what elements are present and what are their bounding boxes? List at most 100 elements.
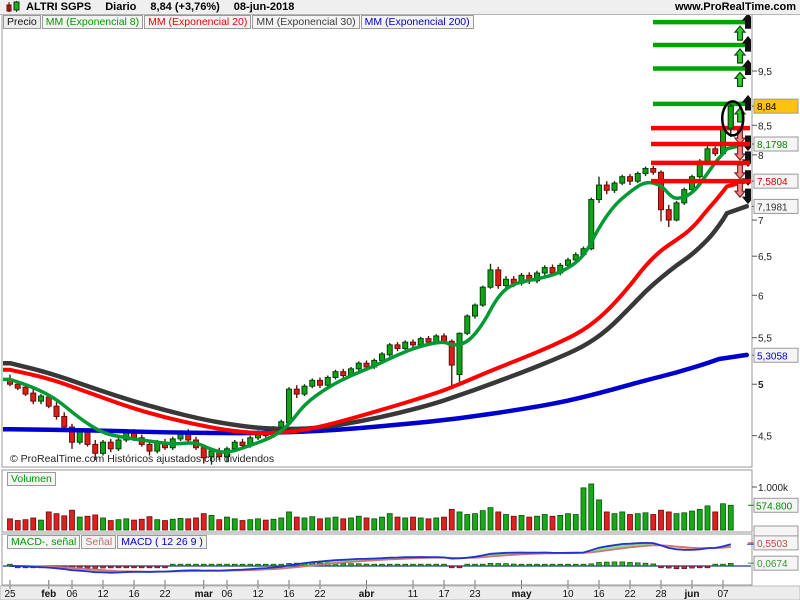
candle-body — [107, 441, 114, 450]
candle-body — [479, 286, 486, 306]
volume-value-box — [753, 497, 799, 513]
candle-body — [495, 269, 502, 287]
candle-down — [30, 389, 37, 405]
candle-body — [704, 148, 711, 162]
date-label: jun — [684, 589, 700, 600]
price-value-label: 7,5804 — [757, 177, 788, 188]
candle-up — [634, 171, 641, 184]
candle-down — [317, 377, 323, 389]
mm8-chip[interactable]: MM (Exponencial 8) — [41, 15, 144, 29]
date-label: 16 — [593, 589, 605, 600]
session-date: 08-jun-2018 — [233, 1, 295, 13]
candle-down — [650, 165, 657, 175]
volume-bar — [317, 518, 323, 531]
indicator-row: Precio MM (Exponencial 8) MM (Exponencia… — [3, 15, 475, 29]
date-label: 12 — [97, 589, 109, 600]
volumen-chip[interactable]: Volumen — [7, 472, 56, 486]
volume-bar — [177, 517, 184, 531]
up-arrow — [733, 48, 747, 64]
macd-histogram-bar — [123, 565, 129, 569]
volume-bar — [100, 517, 106, 531]
macd-senal-chip[interactable]: Señal — [81, 535, 117, 549]
macd-histogram-bar — [115, 565, 122, 569]
candle-body — [76, 430, 83, 443]
candle-body — [45, 396, 52, 407]
macd-clipped-box — [753, 525, 799, 538]
volume-bar — [61, 515, 68, 531]
price-tick-label: 6,5 — [758, 252, 772, 263]
mm200-chip[interactable]: MM (Exponencial 200) — [360, 15, 474, 29]
volume-bar — [262, 519, 269, 531]
candle-down — [61, 412, 68, 431]
volume-bar — [208, 514, 215, 531]
candle-body — [394, 344, 401, 349]
price-plot — [3, 15, 751, 465]
candle-down — [410, 339, 416, 348]
volume-bar — [115, 519, 122, 531]
symbol-name: ALTRI SGPS — [26, 1, 92, 13]
down-arrow — [733, 182, 747, 199]
candle-body — [503, 278, 509, 287]
price-value-label: 8,84 — [757, 102, 777, 113]
candle-body — [92, 443, 99, 454]
candle-body — [665, 209, 672, 221]
macd-histogram-bar — [131, 565, 137, 569]
volume-bar — [270, 518, 277, 531]
macd-histogram-bar — [580, 563, 587, 567]
mm20-chip[interactable]: MM (Exponencial 20) — [144, 15, 252, 29]
candle-body — [286, 388, 292, 424]
candle-body — [14, 383, 21, 389]
down-arrow — [741, 188, 751, 205]
macd-histogram-bar — [665, 565, 672, 569]
macd-histogram-bar — [177, 563, 184, 567]
candle-up — [727, 103, 734, 137]
macd-chip[interactable]: MACD ( 12 26 9 ) — [117, 535, 207, 549]
volume-bar — [588, 483, 595, 531]
precio-chip[interactable]: Precio — [3, 15, 41, 29]
candle-down — [712, 146, 719, 157]
price-tick-label: 7 — [758, 216, 764, 227]
macd-hist-chip[interactable]: MACD-, señal — [7, 535, 81, 549]
prorealtime-link[interactable]: www.ProRealTime.com — [674, 1, 796, 13]
candle-up — [386, 343, 393, 357]
macd-histogram-bar — [487, 563, 494, 567]
volume-bar — [231, 518, 238, 531]
up-arrow — [741, 59, 751, 76]
candle-down — [146, 441, 153, 456]
date-label: 16 — [283, 589, 295, 600]
macd-histogram-bar — [263, 563, 269, 567]
macd-histogram-bar — [596, 562, 602, 567]
volume-bar — [456, 511, 463, 531]
candle-body — [293, 388, 300, 395]
date-axis: 25 feb 06 12 16 22 mar 06 12 16 22 abr 11 17 23 may 10 16… — [4, 580, 729, 600]
volume-bar — [572, 514, 579, 531]
macd-histogram-bar — [541, 563, 548, 567]
volume-bar — [720, 503, 726, 531]
volume-bar — [247, 519, 254, 531]
volume-bar — [619, 511, 626, 531]
macd-histogram-bar — [650, 563, 656, 567]
mm30-chip[interactable]: MM (Exponencial 30) — [252, 15, 360, 29]
candle-body — [588, 199, 595, 250]
volume-bars-layer — [7, 483, 734, 531]
title-bar: ALTRI SGPS Diario 8,84 (+3,76%) 08-jun-2… — [0, 0, 800, 15]
volume-tick-label: 1.000k — [758, 483, 789, 494]
volume-bar — [394, 516, 401, 531]
ma-line-ma8 — [3, 142, 749, 454]
candle-up — [541, 265, 548, 276]
volume-bar — [565, 513, 571, 531]
macd-histogram-bar — [107, 565, 114, 569]
candle-body — [448, 340, 455, 366]
candle-body — [642, 167, 649, 175]
macd-histogram-bar — [208, 563, 215, 567]
ma-line-ma200 — [3, 352, 750, 436]
candle-body — [611, 182, 618, 191]
volume-bar — [107, 520, 114, 531]
volume-bar — [38, 519, 44, 531]
date-label: feb — [41, 589, 56, 600]
macd-histogram-bar — [480, 563, 486, 567]
volume-bar — [332, 516, 339, 531]
volume-bar — [30, 517, 37, 531]
macd-histogram-bar — [162, 565, 168, 569]
